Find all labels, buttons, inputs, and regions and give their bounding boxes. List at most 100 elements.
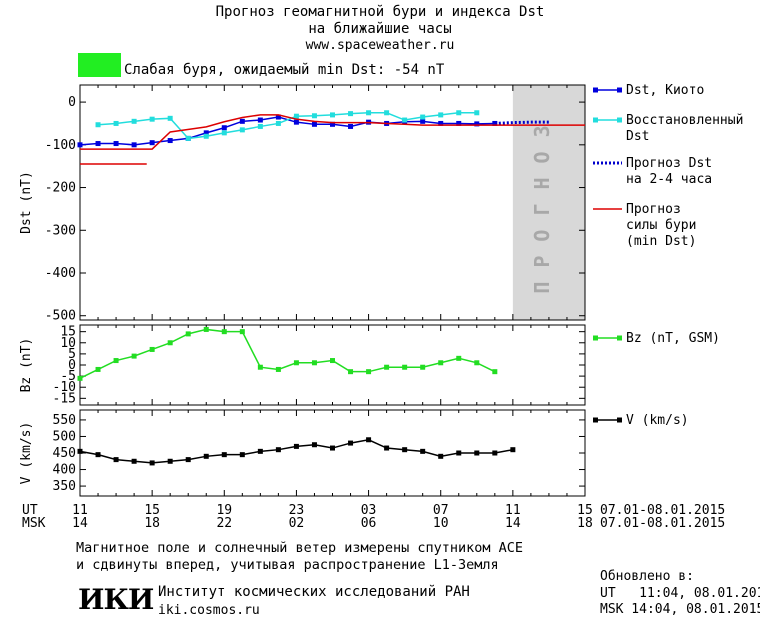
data-point bbox=[239, 127, 245, 133]
y-tick-label: -500 bbox=[45, 309, 76, 324]
series-line bbox=[494, 120, 549, 125]
data-point bbox=[402, 364, 408, 370]
data-point bbox=[131, 353, 137, 359]
data-point bbox=[185, 457, 191, 463]
msk-tick-label: 22 bbox=[216, 516, 232, 531]
data-point bbox=[438, 453, 444, 459]
legend-marker bbox=[593, 335, 598, 341]
data-point bbox=[311, 121, 317, 127]
data-point bbox=[149, 460, 155, 466]
y-tick-label: 500 bbox=[53, 429, 76, 444]
y-tick-label: 10 bbox=[60, 336, 76, 351]
data-point bbox=[438, 120, 444, 126]
storm-indicator bbox=[78, 53, 121, 77]
ut-tick-label: 11 bbox=[505, 503, 521, 518]
data-point bbox=[257, 117, 263, 123]
data-point bbox=[167, 340, 173, 346]
data-point bbox=[113, 457, 119, 463]
legend-marker bbox=[617, 417, 622, 423]
legend-dst-forecast: на 2-4 часа bbox=[626, 172, 712, 187]
data-point bbox=[366, 369, 372, 375]
legend-storm-forecast: силы бури bbox=[626, 218, 696, 233]
updated-label: Обновлено в: bbox=[600, 569, 694, 584]
data-point bbox=[221, 125, 227, 131]
chart-title-line2: на ближайшие часы bbox=[308, 21, 452, 37]
data-point bbox=[149, 140, 155, 146]
y-tick-label: 5 bbox=[68, 347, 76, 362]
data-point bbox=[131, 142, 137, 148]
data-point bbox=[348, 123, 354, 129]
data-point bbox=[203, 326, 209, 332]
forecast-label: ПРОГНОЗ bbox=[530, 111, 554, 293]
data-point bbox=[384, 445, 390, 451]
data-point bbox=[77, 142, 83, 148]
data-point bbox=[239, 118, 245, 124]
msk-tick-label: 10 bbox=[433, 516, 449, 531]
legend-marker bbox=[617, 117, 622, 123]
series-line bbox=[79, 116, 495, 146]
data-point bbox=[95, 452, 101, 458]
legend-v: V (km/s) bbox=[626, 413, 689, 428]
data-point bbox=[77, 375, 83, 381]
data-point bbox=[438, 360, 444, 366]
series-line bbox=[79, 328, 496, 380]
source-url: www.spaceweather.ru bbox=[305, 38, 455, 53]
legend-marker bbox=[617, 335, 622, 341]
data-point bbox=[474, 121, 480, 127]
data-point bbox=[456, 120, 462, 126]
data-point bbox=[149, 116, 155, 122]
data-point bbox=[348, 369, 354, 375]
updated-ut: UT 11:04, 08.01.2015 bbox=[600, 586, 760, 601]
y-tick-label: 15 bbox=[60, 325, 76, 340]
legend-marker bbox=[617, 87, 622, 93]
y-tick-label: 0 bbox=[68, 95, 76, 110]
legend-dst-kyoto: Dst, Киото bbox=[626, 83, 704, 98]
ut-tick-label: 19 bbox=[216, 503, 232, 518]
y-tick-label: 0 bbox=[68, 358, 76, 373]
series-line bbox=[80, 114, 585, 150]
y-tick-label: 450 bbox=[53, 446, 76, 461]
data-point bbox=[311, 442, 317, 448]
footer-note-line1: Магнитное поле и солнечный ветер измерен… bbox=[76, 540, 524, 556]
data-point bbox=[131, 458, 137, 464]
y-axis-label: Dst (nT) bbox=[19, 171, 34, 234]
data-point bbox=[330, 358, 335, 364]
panel-frame bbox=[79, 409, 586, 497]
data-point bbox=[330, 112, 335, 118]
data-point bbox=[293, 119, 299, 125]
msk-tick-label: 14 bbox=[505, 516, 521, 531]
ut-tick-label: 15 bbox=[577, 503, 593, 518]
data-point bbox=[275, 120, 281, 126]
data-point bbox=[474, 360, 480, 366]
msk-tick-label: 14 bbox=[72, 516, 88, 531]
data-point bbox=[438, 112, 444, 118]
data-point bbox=[348, 440, 354, 446]
data-point bbox=[348, 111, 354, 117]
forecast-region bbox=[512, 85, 585, 320]
data-point bbox=[293, 360, 299, 366]
data-point bbox=[510, 447, 516, 453]
data-point bbox=[95, 141, 101, 147]
data-point bbox=[330, 445, 335, 451]
ut-tick-label: 11 bbox=[72, 503, 88, 518]
data-point bbox=[420, 364, 426, 370]
data-point bbox=[275, 114, 281, 120]
data-point bbox=[492, 450, 498, 456]
data-point bbox=[456, 110, 462, 116]
legend-reconstructed-dst: Восстановленный bbox=[626, 113, 743, 128]
data-point bbox=[203, 130, 209, 136]
msk-tick-label: 06 bbox=[361, 516, 377, 531]
institute-url[interactable]: iki.cosmos.ru bbox=[158, 603, 260, 618]
y-tick-label: 400 bbox=[53, 463, 76, 478]
data-point bbox=[275, 447, 281, 453]
data-point bbox=[330, 121, 335, 127]
data-point bbox=[293, 113, 299, 119]
data-point bbox=[420, 114, 426, 120]
iki-logo: ИКИ bbox=[78, 583, 154, 616]
updated-msk: MSK 14:04, 08.01.2015 bbox=[600, 602, 760, 617]
y-tick-label: -100 bbox=[45, 138, 76, 153]
y-tick-label: 350 bbox=[53, 479, 76, 494]
